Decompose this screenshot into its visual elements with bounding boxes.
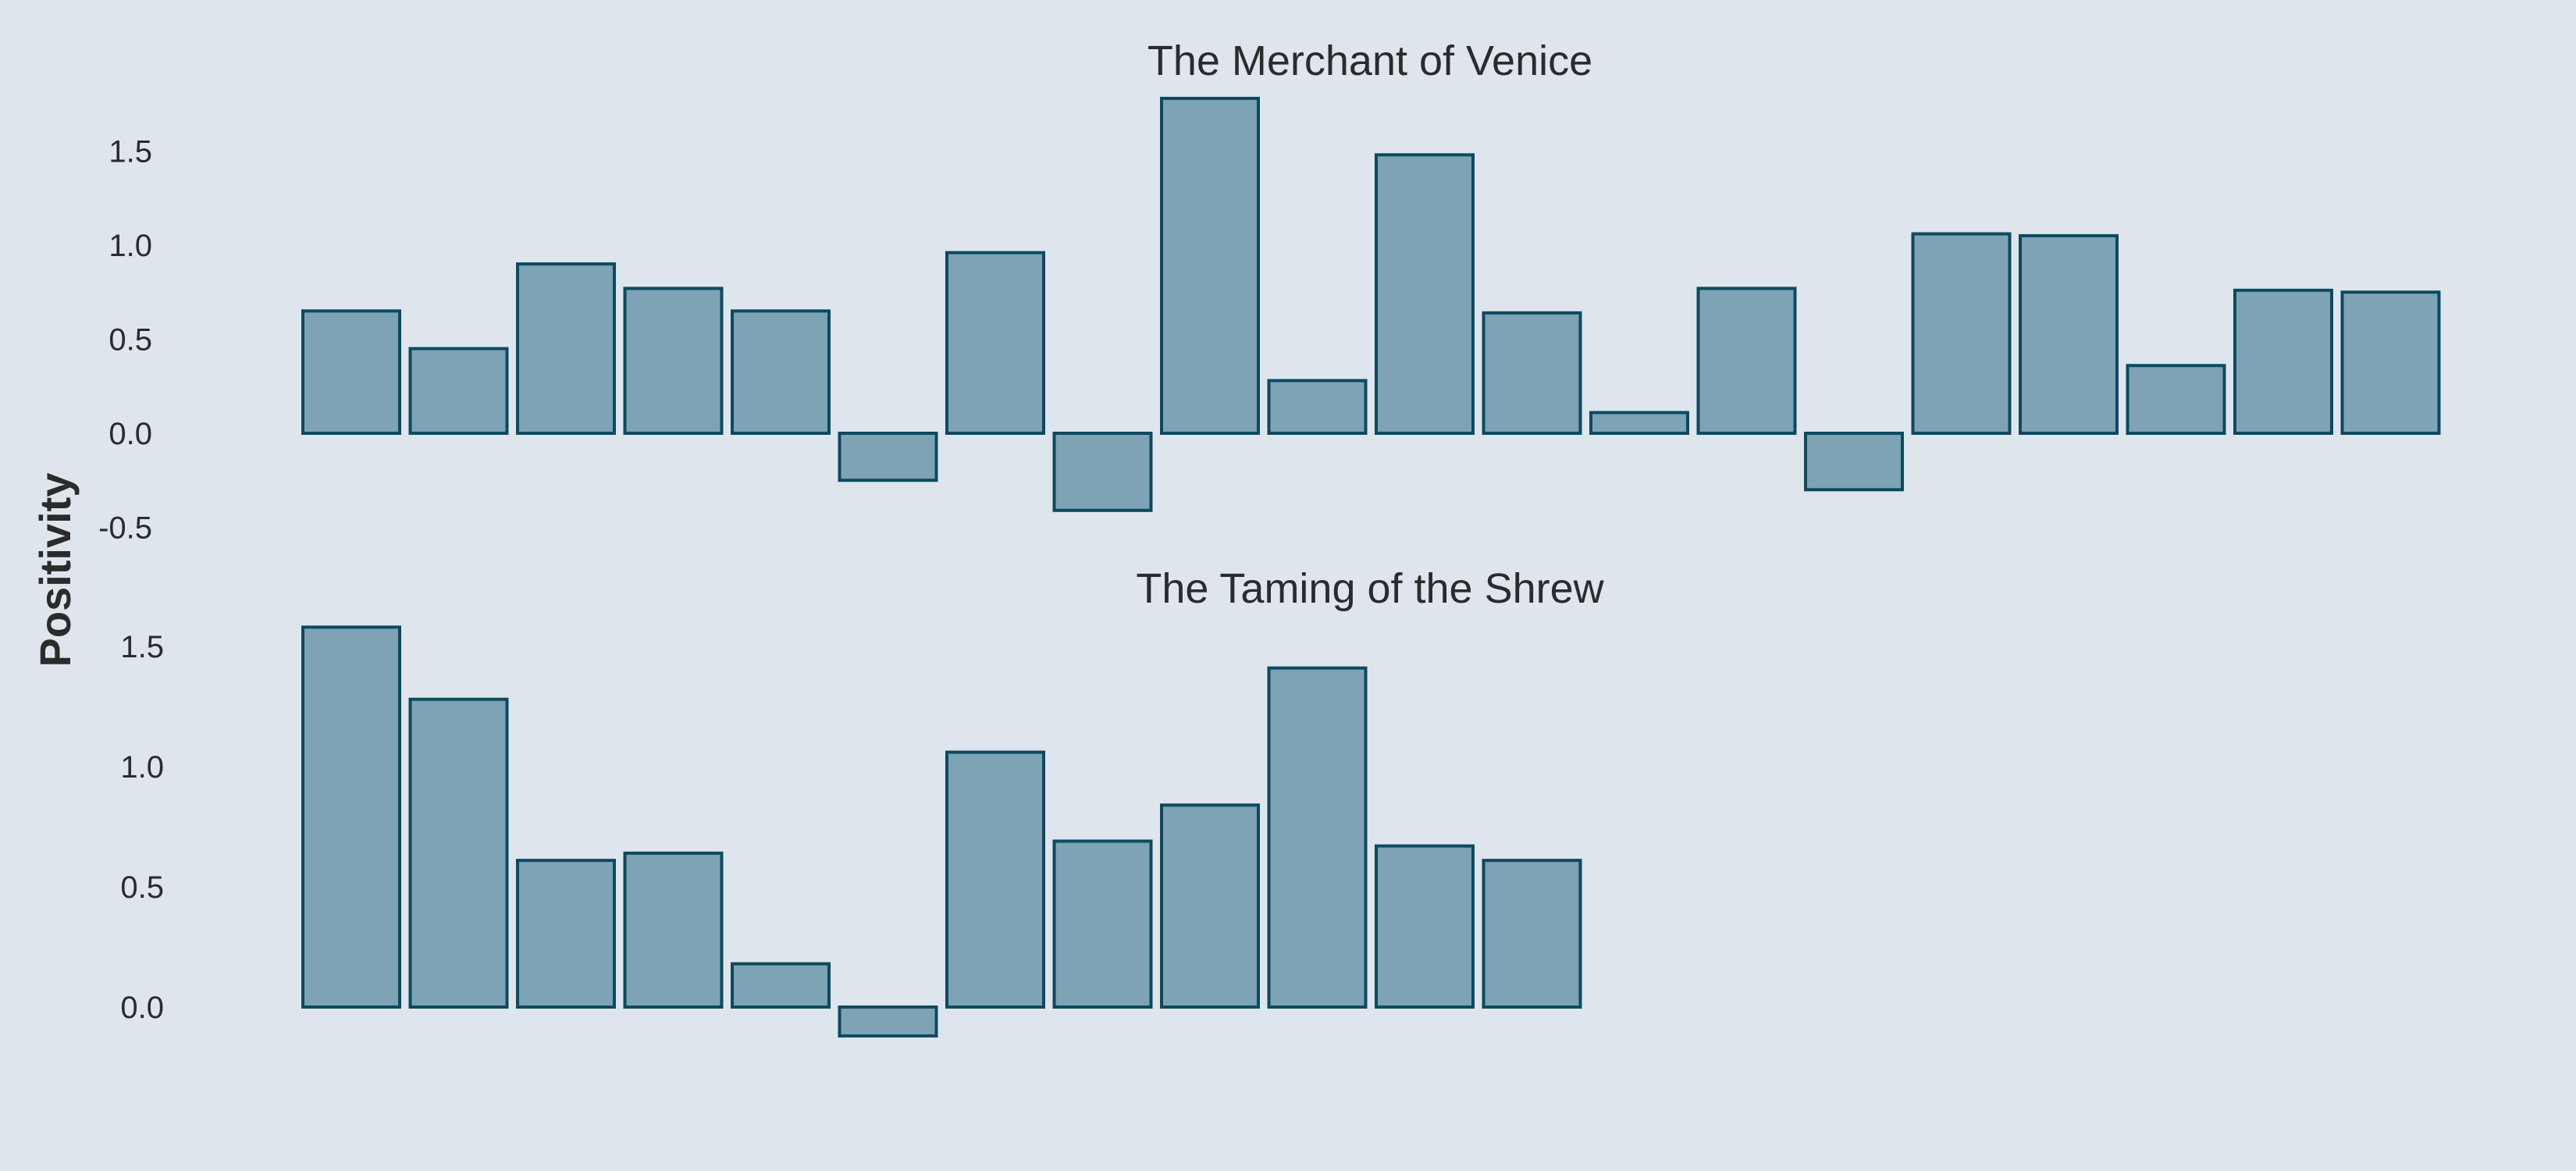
bar bbox=[838, 432, 938, 482]
y-tick-label: 0.0 bbox=[109, 417, 152, 451]
bar bbox=[1267, 666, 1368, 1009]
bar bbox=[1696, 287, 1797, 435]
bars-shrew bbox=[301, 625, 1582, 1038]
bar bbox=[1589, 411, 1689, 435]
y-ticks-merchant: -0.5 0.0 0.5 1.0 1.5 bbox=[98, 135, 152, 546]
bar bbox=[1267, 379, 1368, 435]
bar bbox=[623, 287, 724, 435]
y-ticks-shrew: 0.0 0.5 1.0 1.5 bbox=[120, 630, 164, 1025]
y-tick-label: 0.5 bbox=[109, 323, 152, 358]
bar bbox=[408, 697, 509, 1009]
bar bbox=[731, 962, 831, 1009]
y-tick-label: 1.5 bbox=[120, 630, 164, 664]
bar bbox=[2340, 290, 2441, 435]
bar bbox=[1375, 844, 1475, 1009]
chart-title-shrew: The Taming of the Shrew bbox=[1136, 565, 1604, 612]
y-tick-label: 0.5 bbox=[120, 870, 164, 905]
bar bbox=[1482, 311, 1582, 436]
y-tick-label: 1.0 bbox=[109, 229, 152, 263]
bar bbox=[1160, 803, 1260, 1009]
bar bbox=[2019, 233, 2119, 436]
bar bbox=[1482, 859, 1582, 1009]
bar bbox=[516, 859, 616, 1009]
y-axis-label: Positivity bbox=[30, 473, 80, 667]
y-tick-label: 0.0 bbox=[120, 991, 164, 1025]
bar bbox=[838, 1005, 938, 1038]
chart-title-merchant: The Merchant of Venice bbox=[1147, 37, 1592, 84]
y-tick-label: 1.0 bbox=[120, 750, 164, 785]
y-tick-label: -0.5 bbox=[98, 511, 152, 546]
bar bbox=[731, 309, 831, 435]
bar bbox=[945, 251, 1045, 436]
bar bbox=[301, 625, 401, 1009]
bar bbox=[1804, 432, 1904, 492]
panel-merchant-of-venice: The Merchant of Venice -0.5 0.0 0.5 1.0 1.5 bbox=[98, 37, 2441, 546]
bar bbox=[2233, 288, 2333, 435]
bar bbox=[1911, 232, 2012, 436]
bar bbox=[301, 309, 401, 435]
bar bbox=[623, 851, 724, 1009]
bar bbox=[2126, 364, 2226, 435]
bar bbox=[1160, 97, 1260, 436]
bars-merchant bbox=[301, 97, 2441, 512]
bar bbox=[1052, 432, 1153, 512]
bar bbox=[516, 262, 616, 435]
panel-taming-of-the-shrew: The Taming of the Shrew 0.0 0.5 1.0 1.5 bbox=[120, 565, 1605, 1038]
y-tick-label: 1.5 bbox=[109, 135, 152, 169]
bar bbox=[1375, 153, 1475, 435]
bar bbox=[1052, 839, 1153, 1009]
bar bbox=[945, 750, 1045, 1009]
bar bbox=[408, 347, 509, 435]
